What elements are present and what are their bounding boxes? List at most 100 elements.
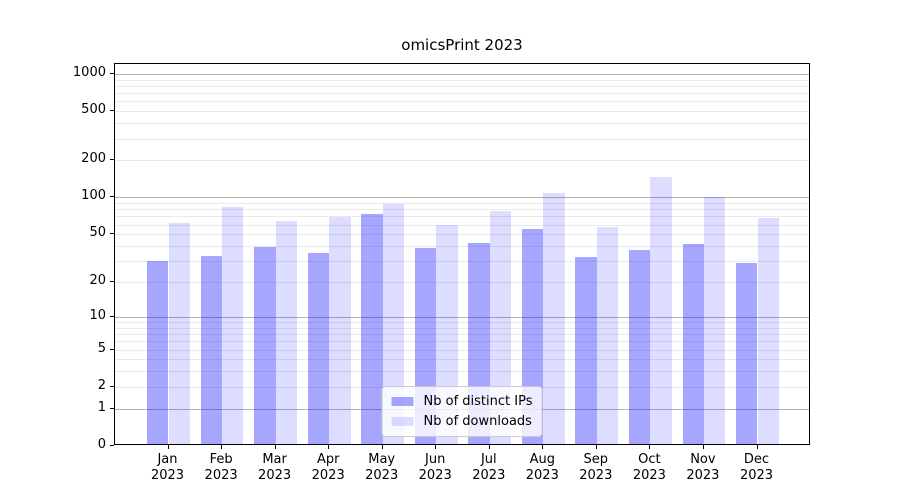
bar-nb-of-downloads-may-2023	[382, 204, 405, 444]
bar-nb-of-downloads-nov-2023	[703, 197, 726, 444]
x-tick-label-jul-2023: Jul 2023	[472, 452, 506, 483]
x-tick-mark-feb-2023	[221, 445, 223, 449]
x-tick-label-jan-2023: Jan 2023	[150, 452, 185, 483]
gridline-minor-7	[115, 334, 809, 335]
y-tick-label-500: 500	[81, 102, 106, 118]
y-tick-mark-100	[110, 196, 114, 198]
bar-nb-of-distinct-ips-nov-2023	[682, 243, 704, 444]
x-tick-mark-jan-2023	[167, 445, 169, 449]
gridline-minor-90	[115, 203, 809, 204]
y-tick-mark-0	[110, 445, 114, 446]
y-tick-label-1: 1	[97, 399, 106, 415]
gridline-minor-8	[115, 327, 809, 329]
gridline-minor-3	[115, 371, 809, 373]
x-tick-mark-jul-2023	[488, 445, 490, 449]
chart-title: omicsPrint 2023	[401, 36, 523, 54]
x-tick-label-mar-2023: Mar 2023	[258, 452, 292, 483]
x-tick-label-jun-2023: Jun 2023	[418, 452, 452, 483]
gridline-major-100	[115, 197, 809, 199]
legend-label-distinct-ips: Nb of distinct IPs	[423, 394, 533, 409]
gridline-minor-6	[115, 341, 809, 343]
y-tick-label-100: 100	[81, 188, 106, 204]
gridline-minor-4	[115, 359, 809, 361]
x-tick-mark-dec-2023	[756, 445, 758, 449]
x-tick-label-nov-2023: Nov 2023	[686, 452, 720, 483]
gridline-minor-80	[115, 209, 809, 211]
x-tick-mark-aug-2023	[542, 445, 544, 449]
x-tick-mark-may-2023	[381, 445, 383, 449]
y-tick-mark-200	[110, 159, 114, 161]
x-tick-label-may-2023: May 2023	[365, 452, 399, 483]
gridline-minor-700	[115, 93, 809, 94]
bar-nb-of-downloads-apr-2023	[329, 216, 351, 444]
gridline-major-1000	[115, 73, 809, 75]
x-tick-mark-mar-2023	[274, 445, 276, 449]
legend-item-distinct-ips: Nb of distinct IPs	[391, 394, 533, 409]
legend-swatch-downloads	[391, 417, 414, 426]
bar-nb-of-distinct-ips-may-2023	[361, 213, 383, 444]
gridline-minor-20	[115, 282, 809, 283]
gridline-minor-60	[115, 224, 809, 226]
gridline-minor-900	[115, 79, 809, 81]
bar-nb-of-distinct-ips-sep-2023	[575, 257, 597, 444]
y-tick-mark-50	[110, 233, 114, 235]
bar-nb-of-downloads-mar-2023	[275, 220, 297, 444]
bar-nb-of-distinct-ips-dec-2023	[736, 262, 758, 444]
x-tick-label-feb-2023: Feb 2023	[204, 452, 238, 483]
x-tick-mark-oct-2023	[649, 445, 651, 449]
x-tick-label-dec-2023: Dec 2023	[739, 452, 774, 483]
y-tick-mark-2	[110, 385, 114, 387]
legend: Nb of distinct IPs Nb of downloads	[381, 386, 543, 437]
y-tick-mark-1000	[110, 72, 114, 74]
bar-nb-of-distinct-ips-apr-2023	[307, 252, 330, 444]
y-tick-label-200: 200	[81, 151, 106, 167]
bar-nb-of-downloads-dec-2023	[757, 217, 779, 444]
gridline-major-10	[115, 316, 809, 318]
x-tick-label-sep-2023: Sep 2023	[579, 452, 613, 483]
legend-label-downloads: Nb of downloads	[423, 414, 532, 429]
y-tick-label-0: 0	[97, 437, 106, 452]
gridline-minor-30	[115, 261, 809, 262]
gridline-minor-9	[115, 322, 809, 323]
x-tick-label-apr-2023: Apr 2023	[311, 452, 345, 483]
legend-item-downloads: Nb of downloads	[391, 414, 533, 429]
y-tick-label-5: 5	[97, 340, 106, 356]
bar-nb-of-distinct-ips-mar-2023	[254, 246, 276, 444]
legend-swatch-distinct-ips	[391, 397, 414, 406]
bar-nb-of-downloads-jul-2023	[489, 210, 512, 444]
x-tick-label-oct-2023: Oct 2023	[632, 452, 666, 483]
y-tick-label-50: 50	[89, 225, 106, 241]
x-tick-mark-jun-2023	[435, 445, 437, 449]
gridline-minor-800	[115, 85, 809, 87]
x-tick-mark-sep-2023	[595, 445, 597, 449]
x-tick-mark-nov-2023	[702, 445, 704, 449]
y-tick-mark-1	[110, 407, 114, 409]
y-tick-label-20: 20	[89, 273, 106, 288]
gridline-minor-5	[115, 349, 809, 351]
gridline-minor-200	[115, 160, 809, 162]
bar-nb-of-downloads-feb-2023	[222, 206, 244, 444]
y-tick-mark-10	[110, 315, 114, 317]
x-tick-mark-apr-2023	[328, 445, 330, 449]
gridline-minor-600	[115, 101, 809, 103]
gridline-minor-40	[115, 245, 809, 247]
bar-nb-of-distinct-ips-oct-2023	[629, 249, 651, 444]
plot-area: Nb of distinct IPs Nb of downloads	[114, 63, 810, 445]
gridline-minor-500	[115, 111, 809, 113]
bar-nb-of-downloads-aug-2023	[543, 193, 565, 444]
bar-nb-of-downloads-jan-2023	[168, 222, 190, 444]
x-tick-label-aug-2023: Aug 2023	[525, 452, 559, 483]
bar-nb-of-distinct-ips-feb-2023	[200, 255, 223, 444]
y-tick-mark-5	[110, 348, 114, 350]
gridline-minor-50	[115, 234, 809, 236]
gridline-minor-400	[115, 123, 809, 125]
bar-nb-of-downloads-sep-2023	[596, 227, 619, 444]
bar-nb-of-distinct-ips-jan-2023	[147, 260, 169, 444]
y-tick-mark-20	[110, 281, 114, 282]
bar-nb-of-downloads-oct-2023	[650, 176, 672, 444]
gridline-minor-300	[115, 138, 809, 140]
y-tick-label-10: 10	[89, 307, 106, 323]
y-tick-label-2: 2	[97, 377, 106, 393]
gridline-minor-70	[115, 216, 809, 218]
